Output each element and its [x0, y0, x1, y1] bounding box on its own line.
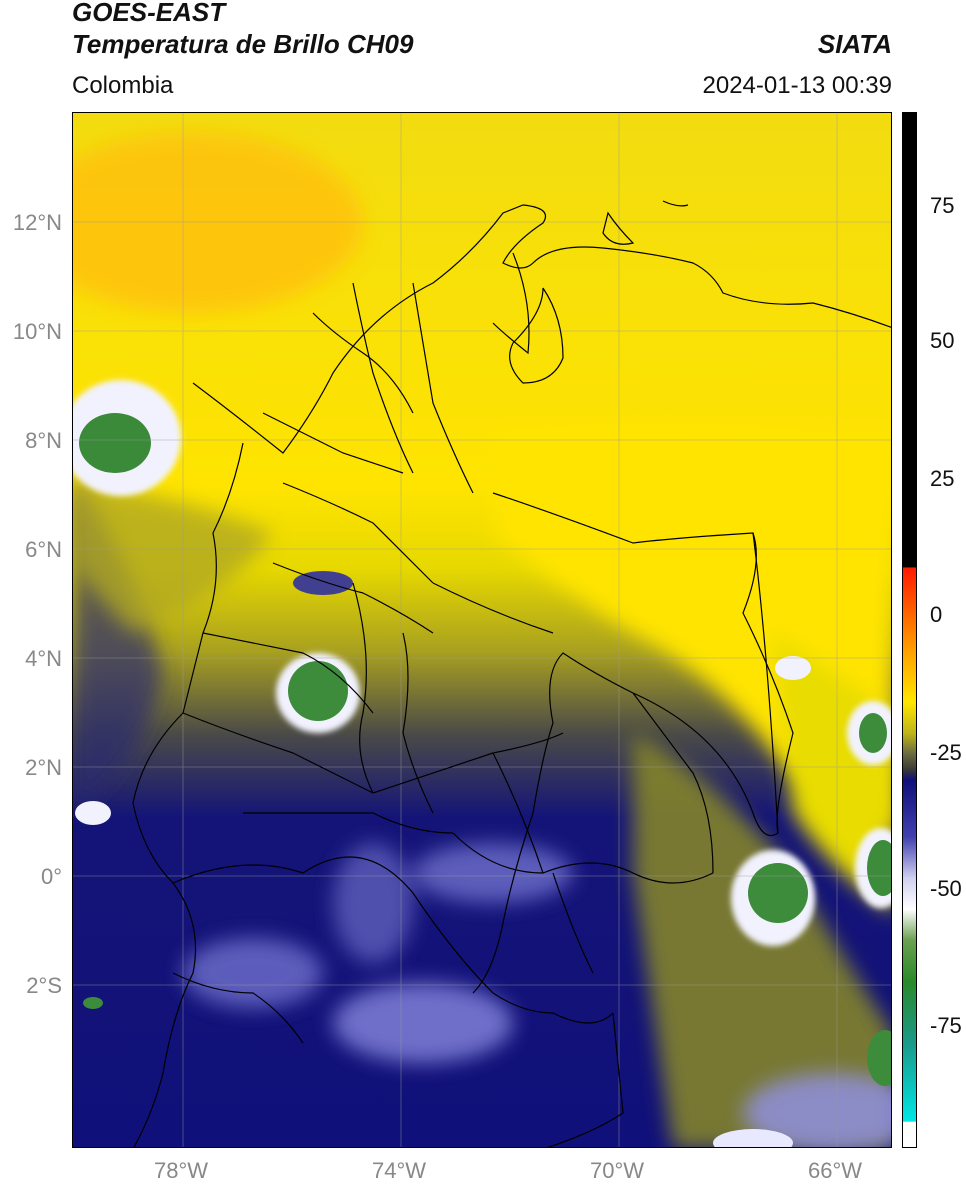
lat-tick-8n: 8°N — [25, 428, 62, 453]
cb-tick-25: 25 — [930, 466, 955, 491]
lon-tick-74w: 74°W — [372, 1158, 427, 1183]
lon-tick-78w: 78°W — [154, 1158, 209, 1183]
lon-tick-66w: 66°W — [808, 1158, 863, 1183]
brand-label: SIATA — [817, 29, 892, 59]
cb-tick-50: 50 — [930, 328, 955, 353]
map-canvas — [73, 113, 891, 1147]
lon-tick-70w: 70°W — [590, 1158, 645, 1183]
olive-west — [73, 483, 273, 633]
title-line-1: GOES-EAST — [72, 0, 226, 27]
cb-tick-minus75: -75 — [930, 1013, 962, 1038]
warm-area — [73, 133, 363, 313]
datetime-label: 2024-01-13 00:39 — [702, 72, 893, 99]
colorbar-gradient — [903, 113, 916, 1147]
lat-tick-10n: 10°N — [12, 319, 62, 344]
cb-tick-0: 0 — [930, 602, 943, 627]
satellite-map[interactable] — [72, 112, 892, 1148]
lat-tick-0: 0° — [40, 864, 62, 889]
lat-tick-12n: 12°N — [12, 210, 62, 235]
lat-tick-4n: 4°N — [25, 646, 62, 671]
cold-cloud-streaks — [183, 843, 891, 1147]
borders — [132, 200, 891, 1147]
cb-tick-minus50: -50 — [930, 876, 962, 901]
convective-cores — [73, 380, 891, 1147]
colorbar — [902, 112, 917, 1148]
cb-tick-minus25: -25 — [930, 740, 962, 765]
title-line-2: Temperatura de Brillo CH09 — [72, 29, 414, 59]
lat-tick-2s: 2°S — [26, 973, 62, 998]
region-label: Colombia — [72, 72, 174, 99]
cb-tick-75: 75 — [930, 193, 955, 218]
graticule — [73, 113, 891, 1147]
lat-tick-2n: 2°N — [25, 755, 62, 780]
lat-tick-6n: 6°N — [25, 537, 62, 562]
